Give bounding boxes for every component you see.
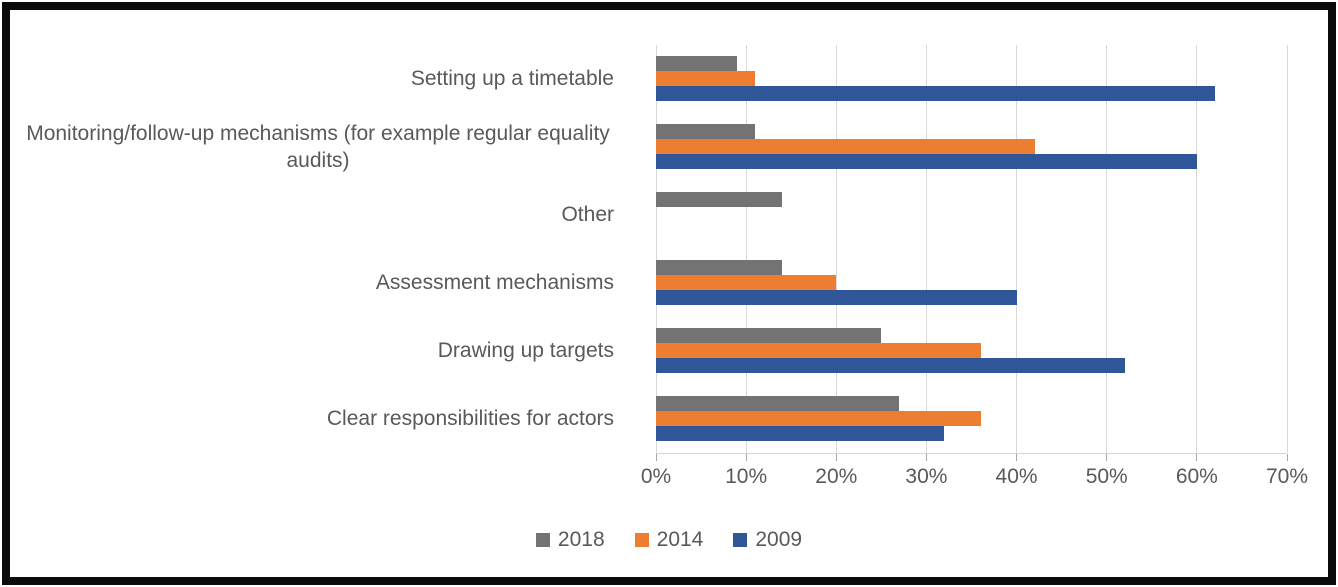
legend-item-2014: 2014 <box>634 528 704 552</box>
bar-2014-category-0 <box>656 71 756 87</box>
tick-label-50: 50% <box>1085 465 1128 488</box>
bar-group-5 <box>656 385 1287 453</box>
bar-2014-category-1 <box>656 139 1035 155</box>
gridline-50 <box>1106 45 1108 453</box>
gridline-30 <box>925 45 927 453</box>
legend-item-2018: 2018 <box>535 528 605 552</box>
legend-label-2018: 2018 <box>557 528 605 551</box>
bar-2009-category-4 <box>656 358 1125 374</box>
gridline-0 <box>655 45 657 453</box>
legend-label-2009: 2009 <box>755 528 803 551</box>
legend-label-2014: 2014 <box>656 528 704 551</box>
gridline-70 <box>1286 45 1288 453</box>
bar-2009-category-0 <box>656 86 1215 102</box>
tick-label-60: 60% <box>1175 465 1218 488</box>
bar-group-4 <box>656 317 1287 385</box>
bar-2009-category-5 <box>656 426 945 442</box>
bar-group-3 <box>656 249 1287 317</box>
bar-2009-category-1 <box>656 154 1197 170</box>
category-label-1: Monitoring/follow-up mechanisms (for exa… <box>26 121 610 172</box>
tick-label-0: 0% <box>640 465 672 488</box>
legend-swatch-2018 <box>535 533 550 547</box>
category-label-4: Drawing up targets <box>437 339 614 363</box>
gridline-40 <box>1016 45 1018 453</box>
gridline-20 <box>835 45 837 453</box>
gridline-10 <box>745 45 747 453</box>
bar-2018-category-4 <box>656 328 882 344</box>
tick-mark-40 <box>1016 454 1018 461</box>
bar-2018-category-2 <box>656 192 783 208</box>
plot-area <box>655 45 1288 454</box>
bar-group-1 <box>656 113 1287 181</box>
tick-mark-70 <box>1286 454 1288 461</box>
tick-mark-20 <box>835 454 837 461</box>
x-axis-ticks <box>655 454 1288 461</box>
bar-2014-category-3 <box>656 275 837 291</box>
x-axis-labels: 0% 10% 20% 30% 40% 50% 60% 70% <box>641 465 1308 495</box>
bar-2018-category-5 <box>656 396 900 412</box>
tick-mark-0 <box>655 454 657 461</box>
bar-2014-category-4 <box>656 343 981 359</box>
category-label-0: Setting up a timetable <box>410 67 614 91</box>
bar-2018-category-1 <box>656 124 756 140</box>
category-axis: Setting up a timetable Monitoring/follow-… <box>22 45 635 453</box>
tick-label-70: 70% <box>1265 465 1309 488</box>
bar-2018-category-3 <box>656 260 783 276</box>
tick-mark-10 <box>745 454 747 461</box>
tick-mark-60 <box>1196 454 1198 461</box>
tick-mark-30 <box>925 454 927 461</box>
tick-label-40: 40% <box>995 465 1038 488</box>
category-label-5: Clear responsibilities for actors <box>326 407 614 431</box>
gridline-60 <box>1196 45 1198 453</box>
bar-2014-category-5 <box>656 411 981 427</box>
bar-2018-category-0 <box>656 56 738 72</box>
bar-group-2 <box>656 181 1287 249</box>
legend-swatch-2009 <box>733 533 748 547</box>
legend-item-2009: 2009 <box>733 528 802 552</box>
tick-label-20: 20% <box>815 465 858 488</box>
bar-group-0 <box>656 45 1287 113</box>
tick-label-10: 10% <box>725 465 768 488</box>
category-label-3: Assessment mechanisms <box>375 271 614 295</box>
tick-mark-50 <box>1106 454 1108 461</box>
category-label-2: Other <box>561 203 614 227</box>
legend-swatch-2014 <box>634 533 649 547</box>
tick-label-30: 30% <box>905 465 948 488</box>
bar-2009-category-3 <box>656 290 1017 306</box>
legend: 2018 2014 2009 <box>10 528 1328 552</box>
